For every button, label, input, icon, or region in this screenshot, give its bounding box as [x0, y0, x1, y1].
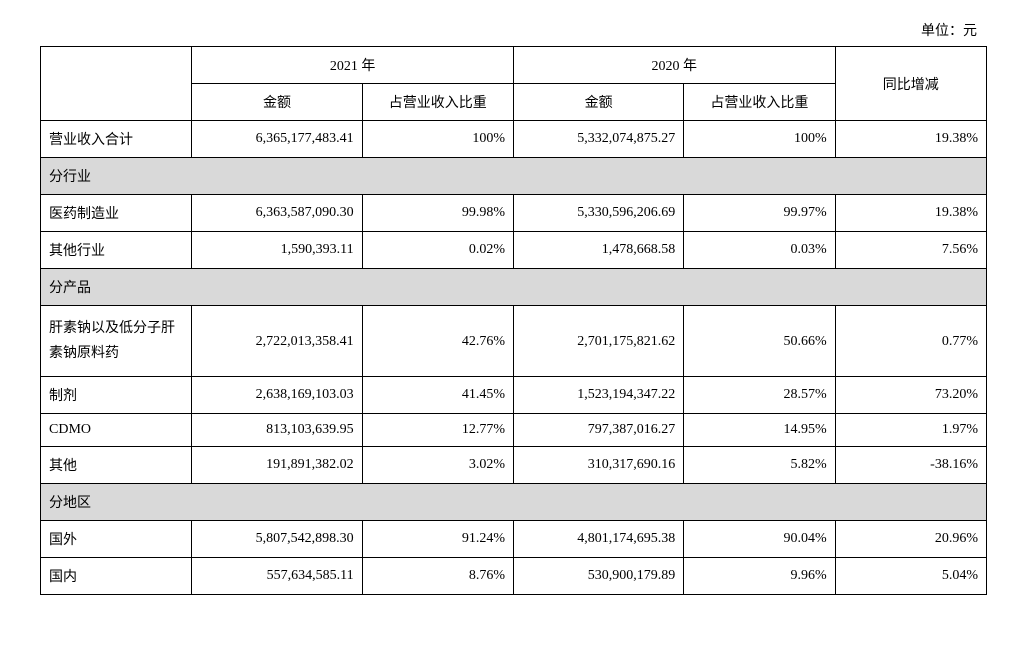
cell-pct20: 0.03%	[684, 232, 835, 269]
cell-pct21: 99.98%	[362, 195, 513, 232]
section-title: 分行业	[41, 158, 987, 195]
cell-amt21: 1,590,393.11	[192, 232, 362, 269]
cell-amt21: 6,365,177,483.41	[192, 121, 362, 158]
unit-label: 单位：元	[40, 20, 987, 40]
cell-yoy: 7.56%	[835, 232, 986, 269]
header-year-2021: 2021 年	[192, 47, 514, 84]
cell-label: 其他	[41, 447, 192, 484]
cell-amt21: 813,103,639.95	[192, 414, 362, 447]
cell-amt20: 2,701,175,821.62	[513, 306, 683, 377]
cell-amt20: 5,330,596,206.69	[513, 195, 683, 232]
cell-pct21: 3.02%	[362, 447, 513, 484]
cell-pct21: 41.45%	[362, 377, 513, 414]
cell-yoy: 5.04%	[835, 558, 986, 595]
table-row: 国内 557,634,585.11 8.76% 530,900,179.89 9…	[41, 558, 987, 595]
cell-amt20: 797,387,016.27	[513, 414, 683, 447]
cell-pct20: 50.66%	[684, 306, 835, 377]
cell-label: 制剂	[41, 377, 192, 414]
header-empty	[41, 47, 192, 121]
table-row: 国外 5,807,542,898.30 91.24% 4,801,174,695…	[41, 521, 987, 558]
cell-pct21: 42.76%	[362, 306, 513, 377]
header-pct-2020: 占营业收入比重	[684, 84, 835, 121]
header-amount-2020: 金额	[513, 84, 683, 121]
table-row: 制剂 2,638,169,103.03 41.45% 1,523,194,347…	[41, 377, 987, 414]
header-year-2020: 2020 年	[513, 47, 835, 84]
cell-yoy: -38.16%	[835, 447, 986, 484]
table-row: 其他行业 1,590,393.11 0.02% 1,478,668.58 0.0…	[41, 232, 987, 269]
cell-pct21: 12.77%	[362, 414, 513, 447]
cell-pct21: 8.76%	[362, 558, 513, 595]
section-by-region: 分地区	[41, 484, 987, 521]
cell-yoy: 19.38%	[835, 195, 986, 232]
cell-yoy: 20.96%	[835, 521, 986, 558]
cell-pct20: 28.57%	[684, 377, 835, 414]
cell-amt20: 5,332,074,875.27	[513, 121, 683, 158]
cell-pct20: 9.96%	[684, 558, 835, 595]
cell-yoy: 73.20%	[835, 377, 986, 414]
cell-pct20: 90.04%	[684, 521, 835, 558]
cell-label: 其他行业	[41, 232, 192, 269]
header-pct-2021: 占营业收入比重	[362, 84, 513, 121]
row-total: 营业收入合计 6,365,177,483.41 100% 5,332,074,8…	[41, 121, 987, 158]
cell-yoy: 0.77%	[835, 306, 986, 377]
table-row: 肝素钠以及低分子肝素钠原料药 2,722,013,358.41 42.76% 2…	[41, 306, 987, 377]
cell-pct20: 100%	[684, 121, 835, 158]
cell-amt20: 1,478,668.58	[513, 232, 683, 269]
cell-pct21: 91.24%	[362, 521, 513, 558]
cell-label: 国内	[41, 558, 192, 595]
section-title: 分地区	[41, 484, 987, 521]
cell-amt20: 530,900,179.89	[513, 558, 683, 595]
section-by-industry: 分行业	[41, 158, 987, 195]
cell-label: 医药制造业	[41, 195, 192, 232]
section-by-product: 分产品	[41, 269, 987, 306]
cell-pct20: 5.82%	[684, 447, 835, 484]
cell-label: 国外	[41, 521, 192, 558]
cell-amt20: 4,801,174,695.38	[513, 521, 683, 558]
cell-amt20: 310,317,690.16	[513, 447, 683, 484]
cell-pct21: 0.02%	[362, 232, 513, 269]
cell-amt21: 2,722,013,358.41	[192, 306, 362, 377]
cell-amt21: 2,638,169,103.03	[192, 377, 362, 414]
cell-amt21: 5,807,542,898.30	[192, 521, 362, 558]
revenue-table: 2021 年 2020 年 同比增减 金额 占营业收入比重 金额 占营业收入比重…	[40, 46, 987, 595]
table-row: 其他 191,891,382.02 3.02% 310,317,690.16 5…	[41, 447, 987, 484]
table-row: CDMO 813,103,639.95 12.77% 797,387,016.2…	[41, 414, 987, 447]
cell-amt21: 191,891,382.02	[192, 447, 362, 484]
section-title: 分产品	[41, 269, 987, 306]
cell-pct20: 14.95%	[684, 414, 835, 447]
header-yoy: 同比增减	[835, 47, 986, 121]
cell-amt20: 1,523,194,347.22	[513, 377, 683, 414]
cell-pct20: 99.97%	[684, 195, 835, 232]
cell-amt21: 557,634,585.11	[192, 558, 362, 595]
cell-label: 营业收入合计	[41, 121, 192, 158]
cell-yoy: 19.38%	[835, 121, 986, 158]
table-row: 医药制造业 6,363,587,090.30 99.98% 5,330,596,…	[41, 195, 987, 232]
cell-label: CDMO	[41, 414, 192, 447]
cell-yoy: 1.97%	[835, 414, 986, 447]
header-amount-2021: 金额	[192, 84, 362, 121]
cell-pct21: 100%	[362, 121, 513, 158]
cell-amt21: 6,363,587,090.30	[192, 195, 362, 232]
cell-label: 肝素钠以及低分子肝素钠原料药	[41, 306, 192, 377]
